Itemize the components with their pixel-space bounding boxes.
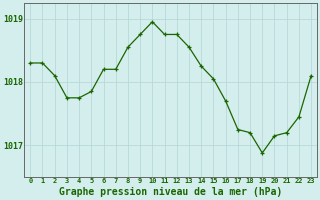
X-axis label: Graphe pression niveau de la mer (hPa): Graphe pression niveau de la mer (hPa) <box>59 187 282 197</box>
